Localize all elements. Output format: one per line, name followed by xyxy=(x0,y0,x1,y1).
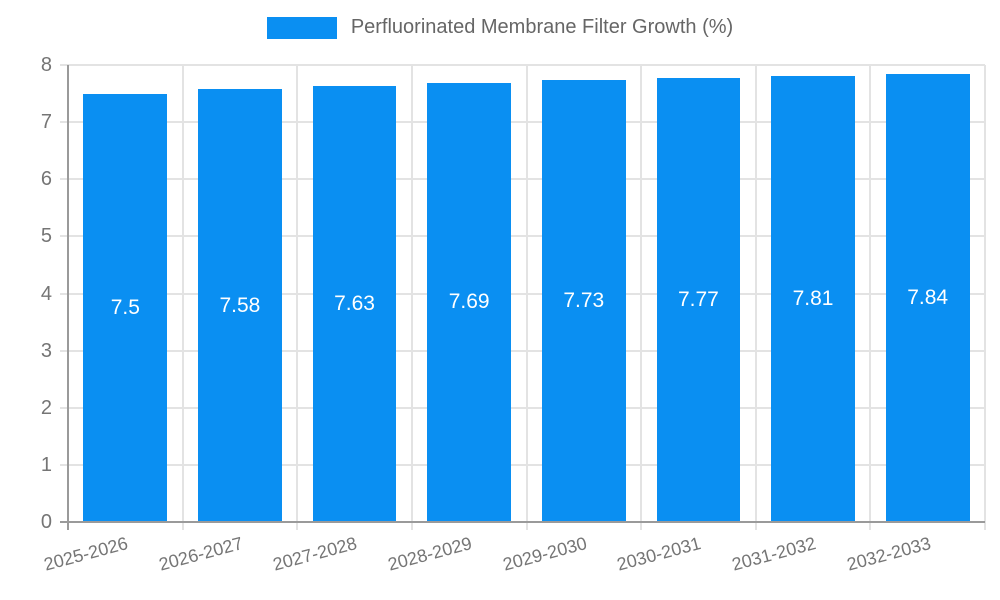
y-tick-label: 4 xyxy=(40,282,52,305)
x-tick-label: 2032-2033 xyxy=(844,533,933,575)
bar-value-label: 7.69 xyxy=(448,290,490,314)
bar: 7.77 xyxy=(656,78,741,522)
y-tick-label: 0 xyxy=(40,511,52,533)
y-gridline xyxy=(60,463,985,466)
bar-value-label: 7.5 xyxy=(110,295,140,319)
bar: 7.69 xyxy=(427,82,512,522)
bar: 7.5 xyxy=(83,93,168,522)
x-tick-label: 2028-2029 xyxy=(385,533,475,575)
y-gridline xyxy=(60,121,985,124)
x-gridline xyxy=(754,65,757,530)
bar: 7.81 xyxy=(771,75,855,522)
legend-label: Perfluorinated Membrane Filter Growth (%… xyxy=(350,16,734,38)
x-gridline xyxy=(410,65,413,530)
y-axis-line xyxy=(67,65,69,530)
bar-value-label: 7.63 xyxy=(334,292,375,316)
bar-value-label: 7.77 xyxy=(677,288,719,312)
x-gridline xyxy=(181,65,184,530)
x-tick-label: 2027-2028 xyxy=(271,533,360,575)
x-tick-label: 2030-2031 xyxy=(615,533,704,575)
y-tick-label: 1 xyxy=(40,453,52,476)
legend-swatch xyxy=(266,16,337,39)
x-gridline xyxy=(984,65,986,530)
y-gridline xyxy=(60,64,985,66)
bar: 7.84 xyxy=(885,74,970,522)
plot-area: 0 1 2 3 4 5 6 7 8 7.5 7.58 7.63 7.69 7.73 7.77 7.81 7.84… xyxy=(41,55,986,575)
x-gridline xyxy=(296,65,299,530)
bar: 7.63 xyxy=(312,86,397,522)
x-tick-label: 2029-2030 xyxy=(500,533,589,575)
y-gridline xyxy=(60,235,985,238)
x-gridline xyxy=(640,65,643,530)
bar-value-label: 7.84 xyxy=(907,286,949,310)
y-gridline xyxy=(60,292,985,295)
y-tick-label: 5 xyxy=(40,225,52,248)
y-tick-label: 3 xyxy=(40,339,52,362)
y-gridline xyxy=(60,178,985,181)
y-tick-label: 7 xyxy=(40,111,52,134)
x-tick-label: 2025-2026 xyxy=(41,533,131,575)
x-axis-line xyxy=(60,521,985,523)
bar-value-label: 7.81 xyxy=(792,286,834,310)
x-tick-label: 2026-2027 xyxy=(156,533,245,575)
bar-value-label: 7.73 xyxy=(563,289,605,313)
bar: 7.73 xyxy=(541,80,626,522)
bar: 7.58 xyxy=(198,89,282,522)
x-tick-label: 2031-2032 xyxy=(729,533,818,575)
y-gridline xyxy=(60,406,985,409)
y-tick-label: 8 xyxy=(40,54,52,76)
y-tick-label: 2 xyxy=(40,396,52,419)
bar-value-label: 7.58 xyxy=(219,293,261,317)
y-tick-label: 6 xyxy=(40,168,52,191)
y-gridline xyxy=(60,349,985,352)
x-gridline xyxy=(869,65,872,530)
x-gridline xyxy=(525,65,528,530)
chart-legend: Perfluorinated Membrane Filter Growth (%… xyxy=(0,16,1000,39)
